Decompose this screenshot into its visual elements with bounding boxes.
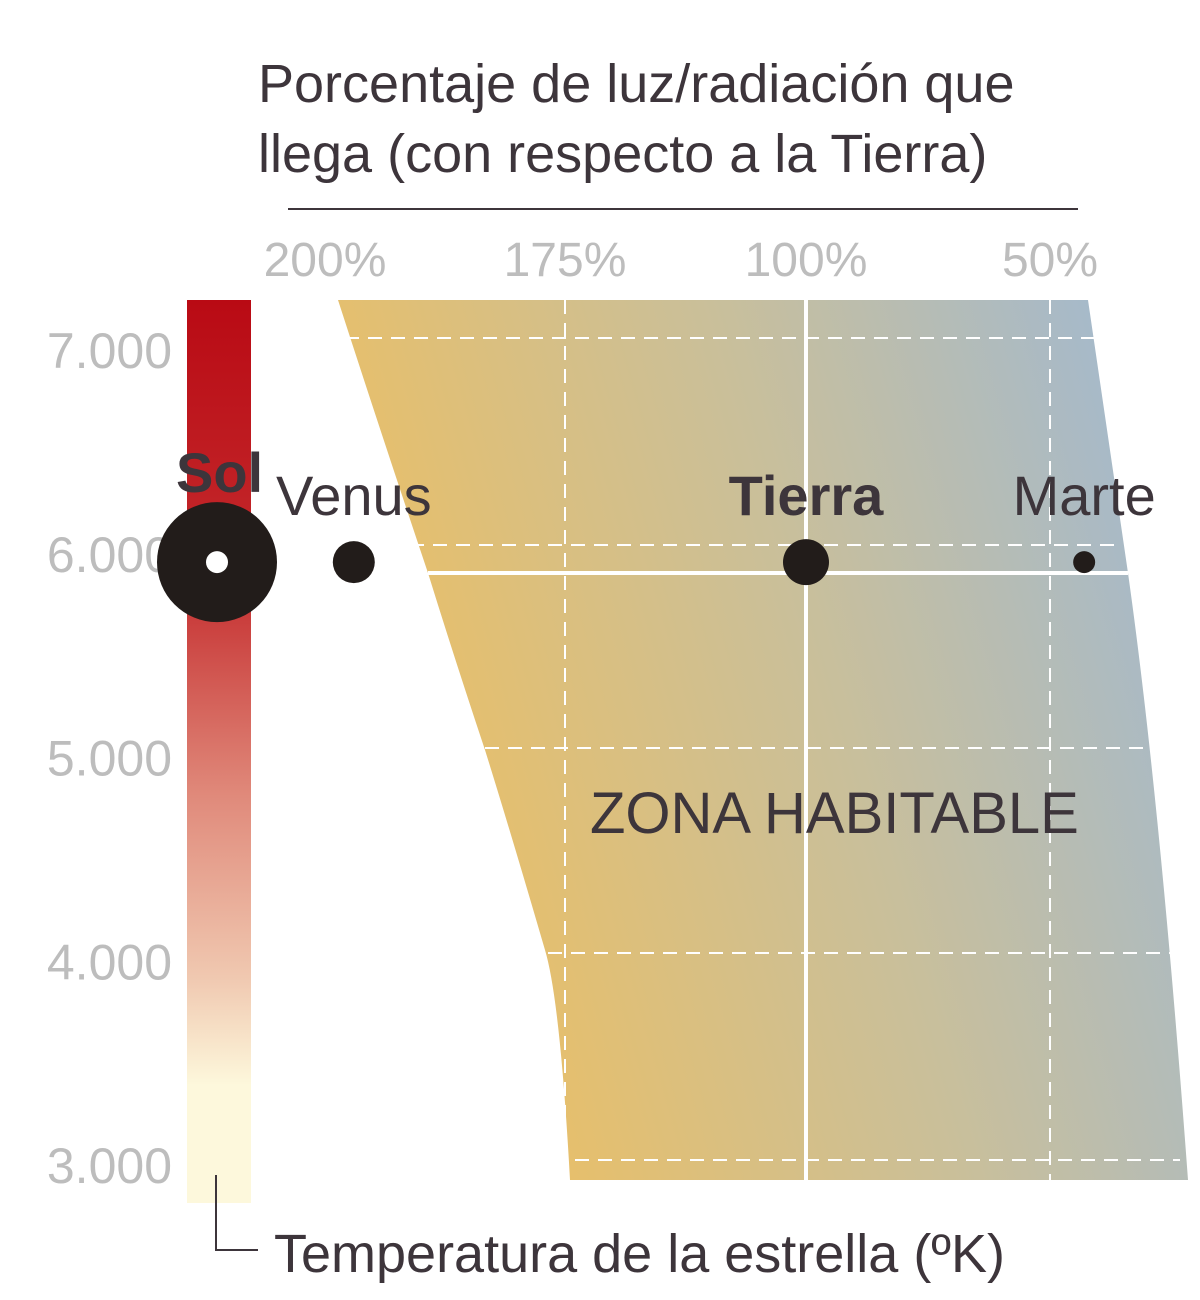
- planet-label-venus: Venus: [276, 464, 432, 527]
- planet-label-tierra: Tierra: [729, 464, 884, 527]
- chart-title-line-1: Porcentaje de luz/radiación que: [258, 54, 1015, 114]
- x-tick-label: 200%: [264, 234, 387, 287]
- planet-marker-venus: [332, 541, 375, 584]
- grid-lines: [345, 300, 1180, 1180]
- y-tick-label: 5.000: [47, 731, 172, 787]
- planet-label-marte: Marte: [1013, 464, 1156, 527]
- x-tick-label: 50%: [1002, 234, 1098, 287]
- y-axis-label-leader: [215, 1175, 258, 1251]
- planet-marker-marte: [1073, 551, 1096, 574]
- x-tick-label: 175%: [504, 234, 627, 287]
- y-tick-label: 4.000: [47, 934, 172, 990]
- y-axis-label: Temperatura de la estrella (ºK): [274, 1224, 1005, 1284]
- x-tick-label: 100%: [745, 234, 868, 287]
- sun-label: Sol: [176, 441, 263, 504]
- y-tick-label: 3.000: [47, 1138, 172, 1194]
- chart-title-line-2: llega (con respecto a la Tierra): [258, 124, 987, 184]
- sun-marker-center: [206, 551, 228, 574]
- temperature-scale-bar: [187, 300, 251, 1203]
- y-tick-label: 7.000: [47, 323, 172, 379]
- planet-marker-tierra: [783, 539, 829, 586]
- habitable-zone-region: [338, 300, 1188, 1180]
- habitable-zone-label: ZONA HABITABLE: [590, 781, 1079, 846]
- y-tick-label: 6.000: [47, 527, 172, 583]
